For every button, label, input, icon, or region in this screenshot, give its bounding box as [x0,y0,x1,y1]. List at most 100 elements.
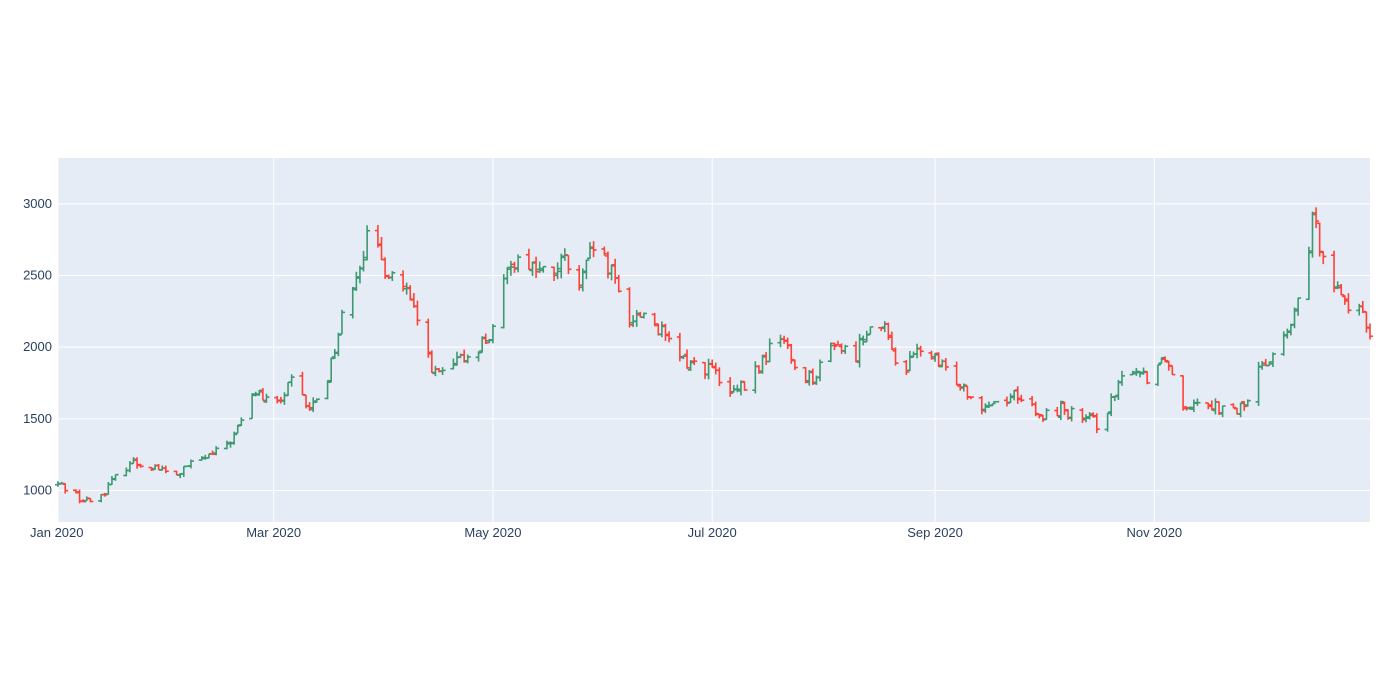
ohlc-bar [1118,370,1125,386]
gridlines [57,158,1370,522]
ohlc-bar [1018,394,1025,403]
ohlc-bar [238,417,245,426]
ohlc-bar [809,368,816,385]
ohlc-bar [489,324,496,344]
ohlc-bar [364,225,371,261]
ohlc-bar [80,499,87,503]
ohlc-bar [802,366,809,384]
ohlc-bar [1036,413,1043,419]
ohlc-bar [288,374,295,387]
ohlc-bar [1331,250,1338,293]
ohlc-bar [525,248,532,271]
y-tick-label: 1500 [23,411,52,426]
ohlc-bar [852,341,859,363]
ohlc-bar [1284,328,1291,339]
ohlc-bar [356,265,363,284]
ohlc-bar [1104,412,1111,432]
ohlc-bar [1280,331,1287,356]
ohlc-bar [968,395,975,400]
ohlc-bar [1187,406,1194,410]
x-tick-label: Jul 2020 [688,525,737,540]
ohlc-bar [134,457,141,469]
ohlc-bar [608,264,615,281]
ohlc-bar [551,266,558,281]
ohlc-bar [953,361,960,386]
ohlc-bar [806,370,813,386]
ohlc-bar [680,355,687,360]
ohlc-bar [112,473,119,481]
y-tick-label: 3000 [23,196,52,211]
ohlc-bar [515,254,522,273]
ohlc-bar [766,338,773,363]
ohlc-bar [130,457,137,465]
ohlc-bar [626,287,633,328]
ohlc-bar [867,326,874,336]
ohlc-bar [1338,284,1345,296]
ohlc-bar [651,312,658,327]
ohlc-bar [1068,406,1075,422]
ohlc-bar [888,331,895,351]
ohlc-bar [860,335,867,346]
ohlc-bar [989,402,996,407]
ohlc-bar [755,365,762,374]
ohlc-bar [1291,307,1298,329]
ohlc-bar [324,379,331,400]
ohlc-bar [400,270,407,292]
ohlc-bar [583,259,590,280]
x-tick-label: Nov 2020 [1127,525,1183,540]
ohlc-bar [310,397,317,413]
ohlc-bar [978,396,985,415]
ohlc-bar [554,262,561,280]
ohlc-bar [615,274,622,293]
ohlc-bar [540,265,547,273]
y-tick-label: 2500 [23,268,52,283]
ohlc-bar [666,331,673,343]
ohlc-bar [957,383,964,391]
ohlc-bar [1208,400,1215,411]
ohlc-bar [727,377,734,397]
ohlc-bar [263,393,270,403]
ohlc-bar [475,351,482,362]
ohlc-bar [1269,352,1276,368]
ohlc-bar [1230,403,1237,409]
ohlc-bar [1090,412,1097,418]
ohlc-bar [1244,399,1251,407]
ohlc-bar [1057,400,1064,421]
ohlc-bar [414,300,421,326]
ohlc-bar [1169,365,1176,376]
ohlc-bar [1093,413,1100,434]
ohlc-bar [536,261,543,274]
ohlc-bar [586,242,593,260]
ohlc-bar [338,309,345,336]
ohlc-bar [1180,374,1187,411]
ohlc-bar [662,323,669,341]
ohlc-bar [1219,405,1226,418]
ohlc-bar [942,358,949,371]
ohlc-bar [231,431,238,445]
x-tick-label: May 2020 [464,525,521,540]
ohlc-bar [601,246,608,256]
ohlc-bar [691,357,698,366]
ohlc-bar [791,359,798,371]
x-axis-ticks: Jan 2020 Mar 2020 May 2020 Jul 2020 Sep 2020… [30,525,1182,540]
ohlc-bar [1309,211,1316,258]
ohlc-bar [464,354,471,364]
ohlc-bar [252,391,259,397]
ohlc-bar [87,497,94,503]
ohlc-bar [137,463,144,468]
ohlc-bar [1086,412,1093,420]
ohlc-bar [684,349,691,369]
y-axis-ticks: 1000 1500 2000 2500 3000 [23,196,52,498]
ohlc-bar [507,260,514,276]
ohlc-bar [576,265,583,291]
ohlc-bar [1237,402,1244,418]
ohlc-bar [1216,401,1223,416]
ohlc-bar [360,250,367,272]
ohlc-bar [353,271,360,291]
ohlc-bar [917,345,924,357]
ohlc-bar [328,357,335,384]
ohlc-bar [425,318,432,358]
y-tick-label: 1000 [23,482,52,497]
ohlc-bar [993,400,1000,403]
